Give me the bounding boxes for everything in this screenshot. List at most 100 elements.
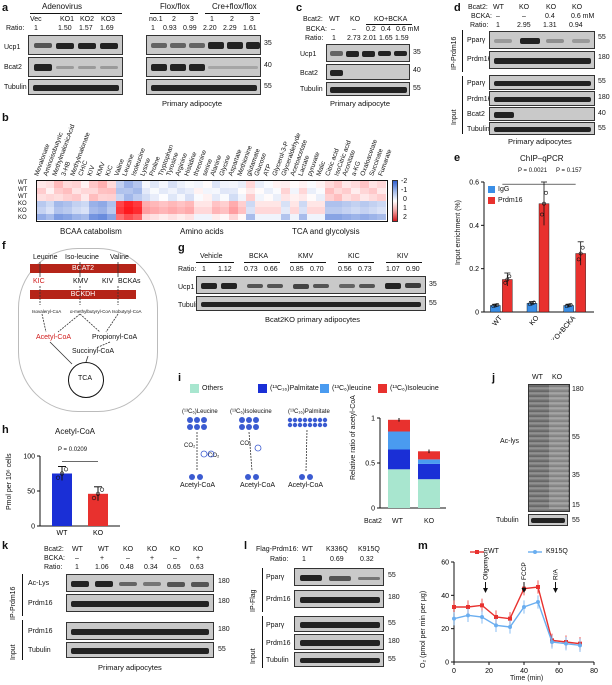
- ratio-value: 0.94: [569, 22, 583, 29]
- y-tick-label: 0.6: [469, 180, 479, 187]
- lane-wt: WT: [532, 374, 543, 381]
- bcka-val: –: [75, 555, 79, 562]
- panel-g-label: g: [178, 242, 185, 254]
- blot-tubulin-input: [294, 652, 384, 667]
- panel-d-label: d: [454, 2, 461, 14]
- heatmap-cell: [71, 187, 82, 194]
- heatmap-cell: [115, 200, 125, 207]
- heatmap-cell: [368, 181, 378, 188]
- heatmap-cell: [290, 181, 300, 188]
- heatmap-cell: [37, 207, 47, 214]
- data-point: [580, 245, 585, 250]
- blot-bcat2: [326, 64, 410, 80]
- heatmap-cell: [281, 187, 291, 194]
- heatmap-cell: [106, 181, 117, 188]
- mw: 55: [572, 434, 580, 441]
- group-kmv: KMV: [298, 253, 314, 260]
- annotation-label: FCCP: [521, 562, 528, 580]
- ratio-value: 1.07: [386, 266, 400, 273]
- blot-ppary-ip: [294, 568, 384, 586]
- heatmap-cell: [141, 187, 151, 194]
- heatmap-cell: [45, 200, 55, 207]
- legend-swatch-prdm16: [488, 197, 495, 204]
- data-point: [505, 277, 510, 282]
- heatmap-cell: [316, 181, 326, 188]
- heatmap-cell: [281, 181, 291, 188]
- tracer-isoleucine: (¹³C₆)Isoleucine: [230, 409, 272, 415]
- heatmap-cell: [255, 213, 265, 220]
- group-kic: KIC: [348, 253, 360, 260]
- heatmap-cell: [63, 207, 73, 214]
- ratio-value: 0.56: [338, 266, 352, 273]
- heatmap-cell: [98, 207, 108, 214]
- heatmap-cell: [150, 194, 160, 201]
- heatmap-cell: [342, 200, 352, 207]
- mw: 55: [598, 78, 606, 85]
- data-point: [495, 302, 500, 307]
- mw-35: 35: [429, 281, 437, 288]
- data-point: [568, 302, 573, 307]
- row-prdm16: Prdm16: [266, 640, 291, 647]
- enzyme-bckdh: BCKDH: [30, 290, 136, 299]
- ratio-value: 1.65: [379, 35, 393, 42]
- blot-prdm16-ip: [294, 590, 384, 608]
- heatmap-cell: [194, 187, 204, 194]
- heatmap-cell: [176, 181, 186, 188]
- legend-swatch: [378, 384, 387, 393]
- ratio-value: 0.99: [183, 25, 197, 32]
- heatmap-cell: [281, 194, 291, 201]
- row-tubulin: Tubulin: [496, 517, 519, 524]
- heatmap-cell: [272, 200, 282, 207]
- tracer-palmitate: (¹³C₁₆)Palmitate: [288, 409, 330, 415]
- row-tubulin: Tubulin: [300, 86, 323, 93]
- ratio-value: 1.57: [79, 25, 93, 32]
- lane-ko3: KO3: [101, 16, 116, 23]
- blot-prdm16-input: [294, 634, 384, 650]
- metabolite-label: KIV: [86, 164, 97, 177]
- heatmap-cell: [167, 213, 178, 220]
- heatmap-cell: [115, 181, 125, 188]
- heatmap-cell: [237, 213, 247, 220]
- heatmap-cell: [359, 207, 370, 214]
- mw: 180: [218, 578, 230, 585]
- heatmap-cell: [255, 200, 265, 207]
- heatmap-cell: [246, 194, 256, 201]
- heatmap-cell: [194, 213, 204, 220]
- mw-40: 40: [413, 67, 421, 74]
- heatmap-cell: [368, 187, 378, 194]
- data-point: [566, 303, 571, 308]
- bcat2-val: WT: [98, 546, 109, 553]
- heatmap-cell: [237, 187, 247, 194]
- stack-segment: [418, 459, 440, 464]
- x-tick-label: WT: [492, 314, 505, 327]
- heatmap-cell: [54, 194, 64, 201]
- heatmap-cell: [368, 194, 378, 201]
- node-kiv: KIV: [102, 278, 114, 285]
- ratio-value: 1.59: [395, 35, 409, 42]
- heatmap-cell: [202, 200, 212, 207]
- data-point: [550, 640, 554, 644]
- heatmap-cell: [106, 207, 117, 214]
- heatmap-cell: [211, 194, 221, 201]
- heatmap-cell: [202, 187, 212, 194]
- group-floxflox: Flox/flox: [160, 2, 190, 11]
- mw: 55: [218, 646, 226, 653]
- data-point: [480, 603, 484, 608]
- heatmap-cell: [37, 194, 47, 201]
- heatmap-cell: [246, 187, 256, 194]
- sub-isobutyryl: Isobutyryl-CoA: [112, 309, 142, 314]
- heatmap-cell: [159, 181, 169, 188]
- heatmap-cell: [246, 200, 256, 207]
- heatmap-cell: [176, 213, 186, 220]
- row-tubulin: Tubulin: [467, 126, 490, 133]
- node-succinyl-coa: Succinyl-CoA: [72, 348, 115, 355]
- data-point: [466, 613, 470, 618]
- heatmap-cell: [263, 213, 274, 220]
- mw: 180: [218, 598, 230, 605]
- heatmap-cell: [132, 213, 143, 220]
- divider: [386, 262, 422, 263]
- heatmap-cell: [159, 194, 169, 201]
- data-point: [494, 623, 498, 628]
- heatmap-cell: [324, 194, 335, 201]
- heatmap-cell: [351, 207, 361, 214]
